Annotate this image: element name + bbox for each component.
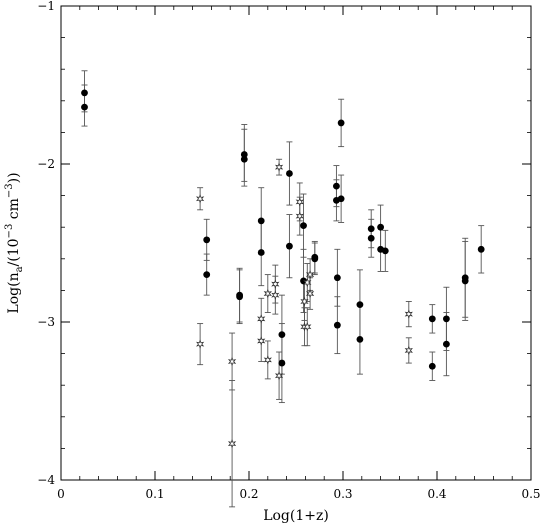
data-point-star — [305, 288, 315, 299]
data-point-star — [404, 345, 413, 356]
data-point-star — [227, 438, 237, 449]
x-tick-label: 0.5 — [521, 487, 540, 501]
plot-frame — [60, 5, 532, 481]
y-tick-label: −3 — [37, 315, 55, 329]
data-point-star — [257, 336, 266, 346]
data-point-star — [274, 162, 284, 172]
data-point-star — [195, 339, 205, 349]
data-point-circle — [333, 321, 341, 329]
data-point-circle — [278, 331, 286, 339]
y-tick-label: −4 — [37, 473, 55, 487]
data-point-star — [404, 309, 413, 319]
data-point-circle — [477, 245, 485, 253]
data-point-circle — [381, 247, 389, 255]
data-point-circle — [428, 315, 436, 323]
data-point-star — [295, 197, 304, 207]
data-point-circle — [203, 236, 211, 244]
y-title-end: )) — [6, 172, 22, 183]
data-point-circle — [81, 103, 88, 111]
data-point-star — [257, 314, 266, 324]
data-point-star — [305, 269, 315, 280]
y-axis-title: Log(na/(10−3 cm−3)) — [4, 172, 25, 313]
tick-labels: 0 0.1 0.2 0.3 0.4 0.5 −4 −3 −2 −1 — [37, 0, 540, 501]
data-point-circle — [236, 293, 244, 301]
data-point-circle — [377, 223, 384, 231]
data-point-circle — [356, 301, 364, 309]
y-title-mid: /(10 — [6, 238, 22, 266]
data-markers — [81, 89, 485, 449]
y-title-base: Log(n — [6, 272, 22, 313]
axis-ticks — [60, 5, 532, 481]
data-point-star — [303, 277, 312, 288]
data-point-circle — [286, 170, 293, 177]
data-point-star — [271, 279, 280, 289]
data-point-circle — [443, 315, 450, 323]
data-point-star — [300, 296, 309, 307]
data-point-circle — [278, 359, 286, 367]
data-point-star — [263, 288, 272, 299]
x-tick-label: 0.1 — [145, 487, 164, 501]
data-point-circle — [367, 225, 375, 233]
data-point-star — [303, 321, 312, 332]
x-tick-label: 0 — [57, 487, 65, 501]
y-title-sup2: −3 — [4, 183, 15, 198]
x-tick-label: 0.4 — [427, 487, 446, 501]
data-point-star — [271, 290, 280, 300]
data-point-circle — [333, 182, 340, 190]
data-point-star — [295, 211, 304, 221]
data-point-circle — [240, 151, 248, 158]
y-title-sub: a — [14, 266, 25, 272]
data-point-circle — [333, 274, 341, 282]
x-tick-label: 0.3 — [333, 487, 352, 501]
data-point-circle — [428, 362, 436, 370]
data-point-star — [227, 356, 237, 367]
data-point-circle — [257, 249, 265, 256]
data-point-circle — [81, 89, 88, 97]
data-point-circle — [300, 222, 307, 230]
data-point-circle — [337, 195, 345, 203]
x-tick-label: 0.2 — [239, 487, 258, 501]
x-axis-title: Log(1+z) — [263, 508, 329, 524]
y-tick-label: −1 — [37, 0, 55, 13]
data-point-circle — [461, 277, 469, 285]
data-point-circle — [286, 242, 293, 250]
data-point-circle — [337, 119, 345, 127]
y-title-unit: cm — [6, 198, 22, 224]
y-title-sup1: −3 — [4, 224, 15, 239]
data-point-circle — [367, 234, 375, 242]
data-point-circle — [240, 155, 248, 163]
data-point-circle — [257, 217, 265, 225]
data-point-circle — [311, 255, 319, 263]
error-bars — [81, 70, 485, 508]
data-point-circle — [203, 271, 211, 278]
y-tick-label: −2 — [37, 157, 55, 171]
data-point-circle — [443, 340, 450, 348]
data-point-star — [263, 355, 272, 365]
data-point-circle — [356, 335, 364, 343]
data-point-star — [195, 194, 205, 204]
data-point-star — [274, 370, 284, 381]
